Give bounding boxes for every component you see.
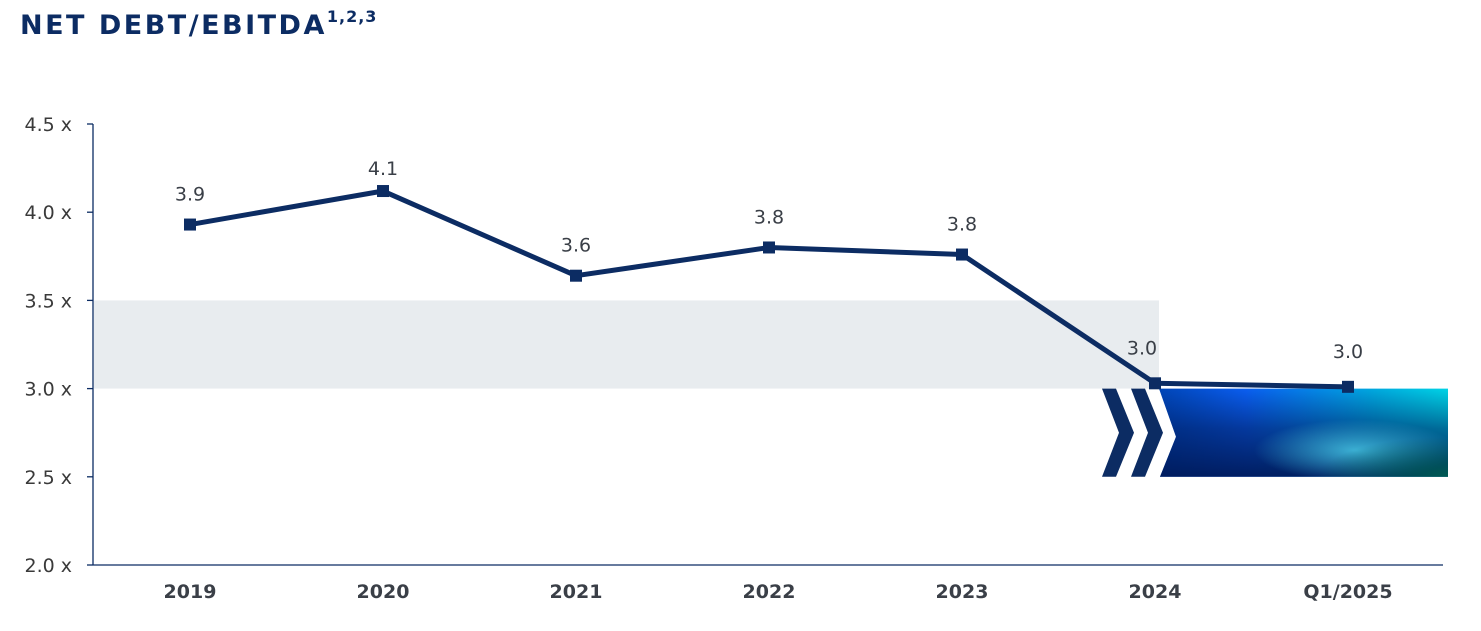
- data-point: [1342, 380, 1354, 393]
- x-tick-label: 2020: [357, 581, 410, 603]
- data-point: [184, 218, 196, 231]
- data-label: 3.0: [1127, 337, 1157, 359]
- chart-title-text: NET DEBT/EBITDA: [20, 10, 327, 41]
- data-point: [763, 241, 775, 254]
- chart-title-footnotes: 1,2,3: [326, 7, 378, 26]
- x-tick-label: 2022: [743, 581, 796, 603]
- data-point: [377, 185, 389, 198]
- x-tick-label: 2021: [550, 581, 603, 603]
- y-tick-label: 4.0 x: [25, 202, 73, 224]
- chevron-arrow-icon: [1131, 388, 1163, 477]
- target-band: [94, 300, 1159, 389]
- data-point: [1149, 377, 1161, 390]
- x-tick-label: 2024: [1129, 581, 1182, 603]
- target-box: [1102, 388, 1448, 477]
- data-label: 3.8: [754, 206, 784, 228]
- data-label: 3.6: [561, 235, 591, 257]
- data-label: 3.9: [175, 184, 205, 206]
- y-tick-label: 2.0 x: [25, 555, 73, 577]
- y-tick-label: 4.5 x: [25, 114, 73, 136]
- target-box-teal: [1159, 388, 1448, 477]
- x-tick-label: 2019: [164, 581, 217, 603]
- data-point: [956, 248, 968, 261]
- chevron-arrow-icon: [1102, 388, 1134, 477]
- data-point: [570, 269, 582, 282]
- data-label: 4.1: [368, 158, 398, 180]
- data-label: 3.8: [947, 214, 977, 236]
- x-tick-label: 2023: [936, 581, 989, 603]
- y-tick-label: 3.0 x: [25, 379, 73, 401]
- x-tick-label: Q1/2025: [1303, 581, 1392, 603]
- data-label: 3.0: [1333, 341, 1363, 363]
- y-tick-label: 2.5 x: [25, 467, 73, 489]
- y-tick-label: 3.5 x: [25, 290, 73, 312]
- chart-title: NET DEBT/EBITDA1,2,3: [20, 7, 378, 41]
